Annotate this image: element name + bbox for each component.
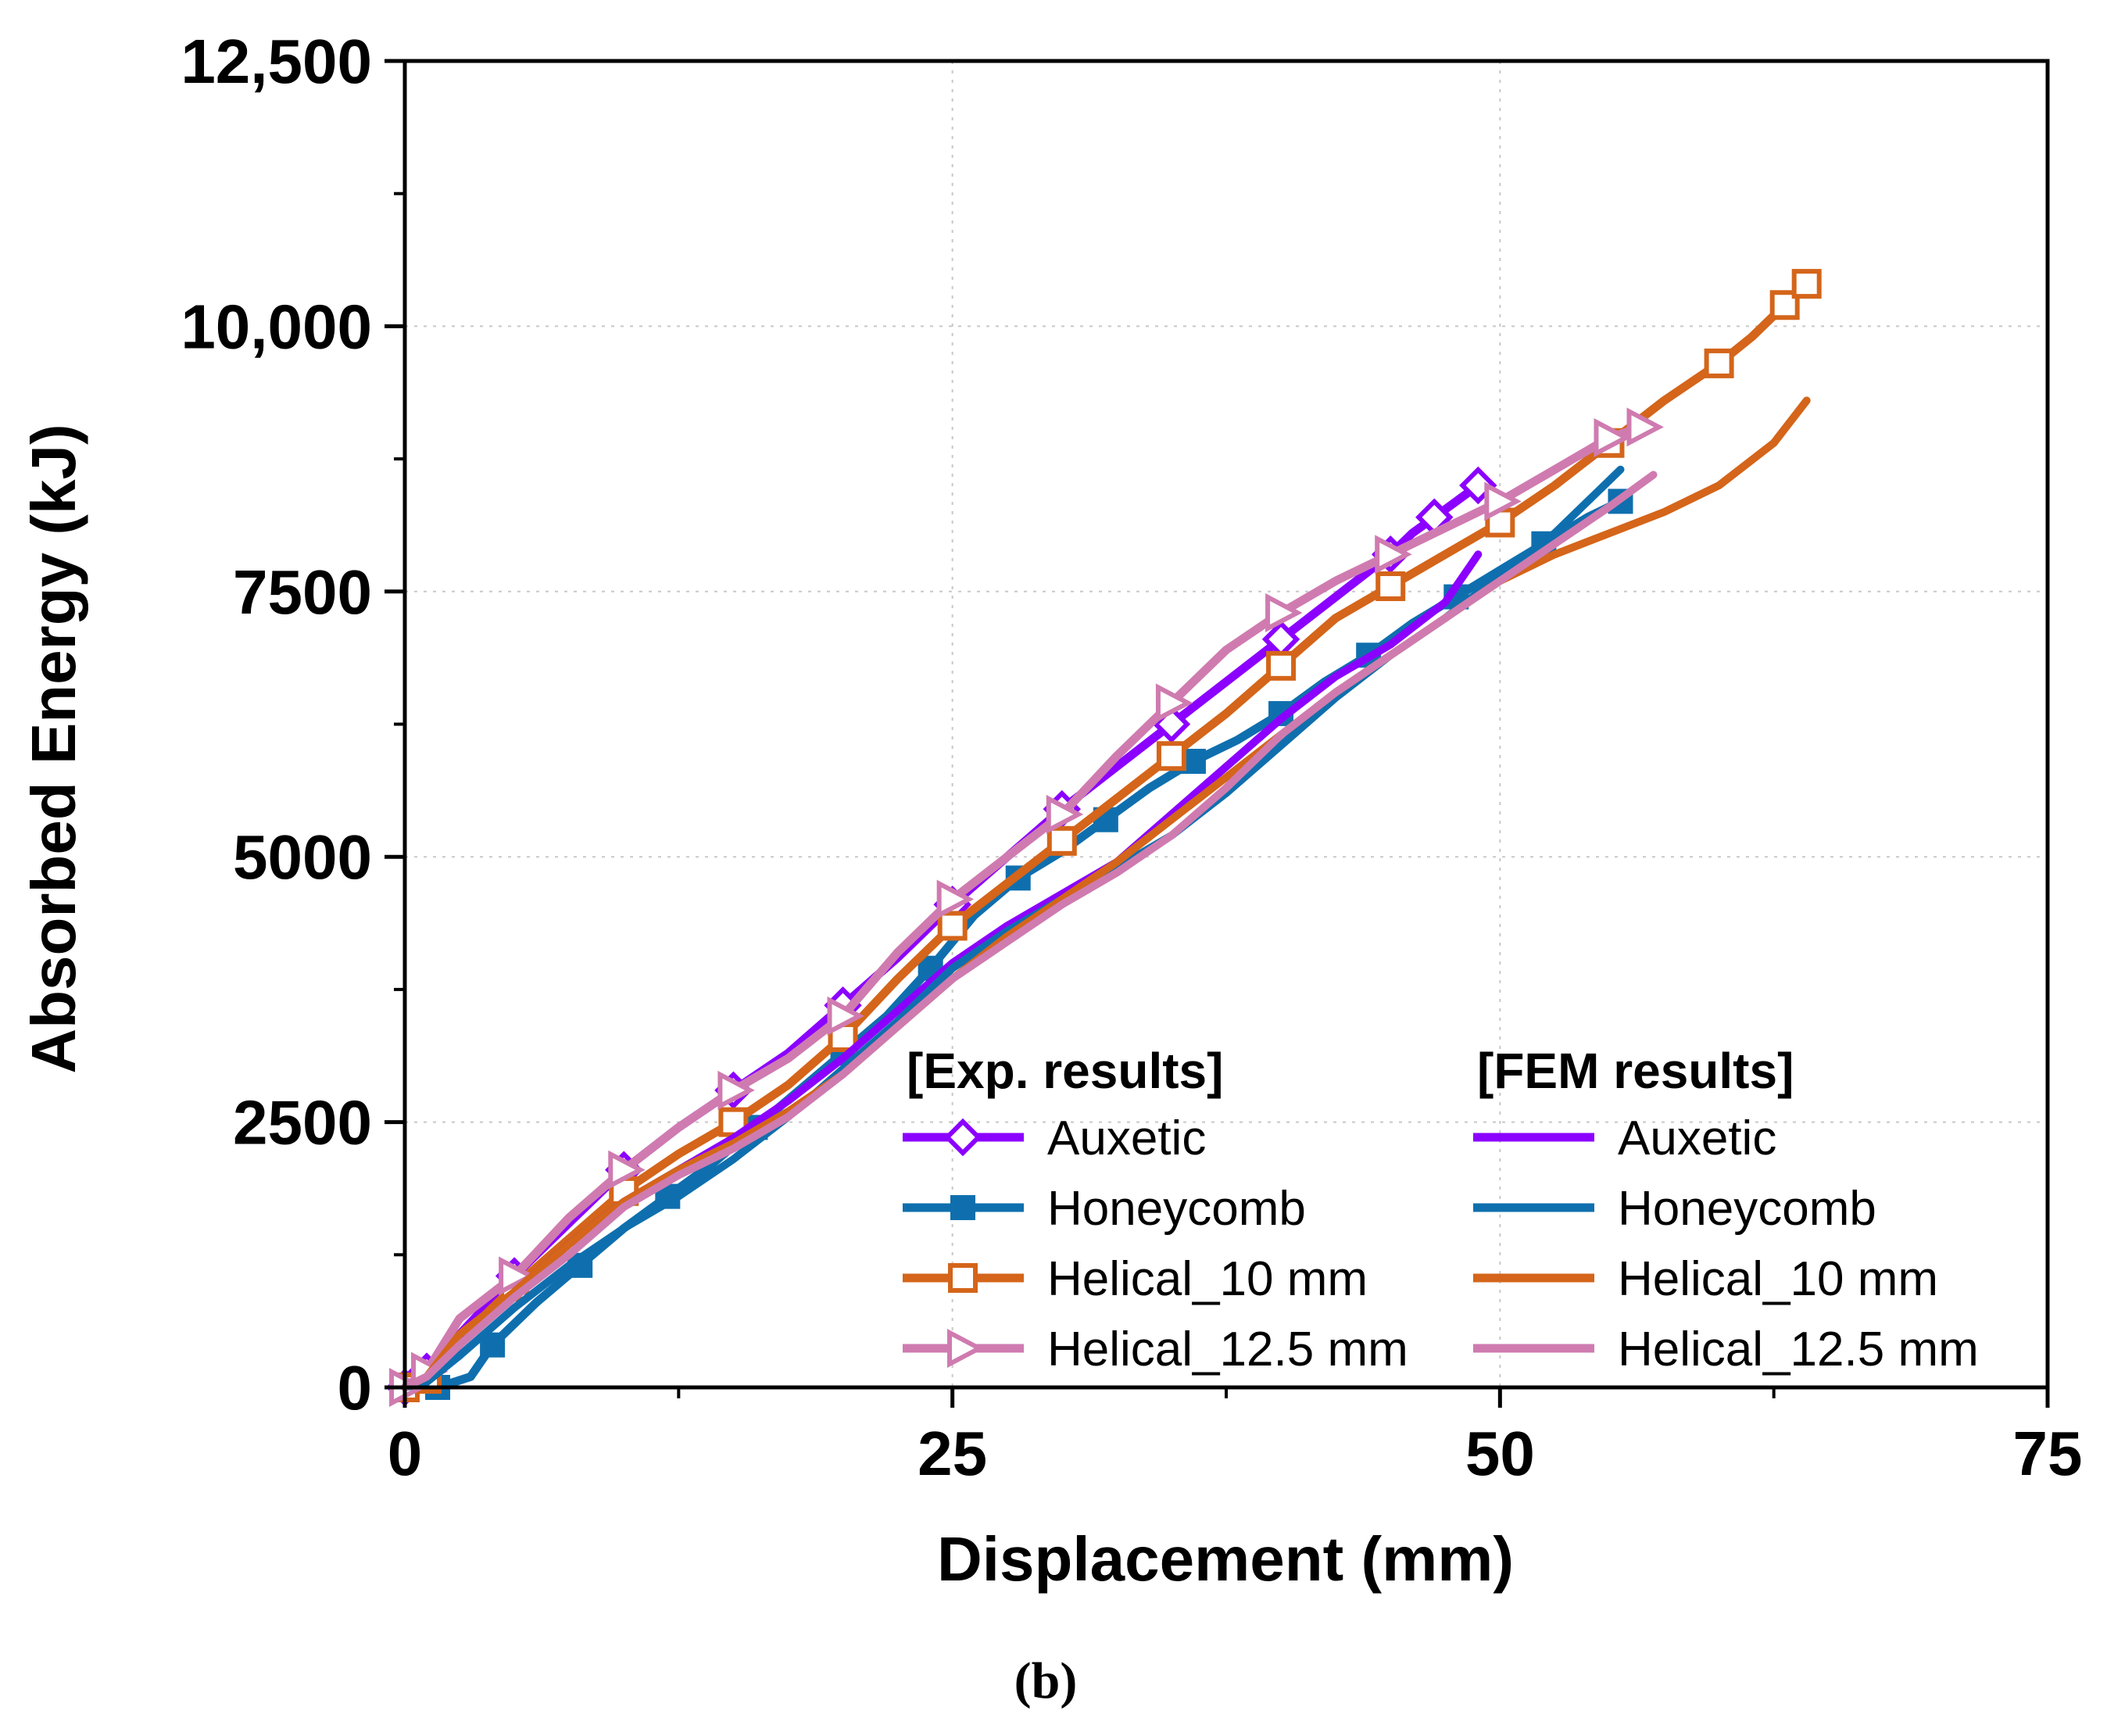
legend-exp-helical-12-5-mm: Helical_12.5 mm — [903, 1323, 1408, 1376]
legend-exp-header: [Exp. results] — [907, 1043, 1223, 1099]
exp-helical-12-5-mm-point — [1626, 407, 1664, 447]
y-tick-label: 2500 — [233, 1088, 372, 1158]
legend-label: Auxetic — [1047, 1111, 1206, 1165]
legend-exp-helical-10-mm: Helical_10 mm — [903, 1252, 1368, 1306]
x-axis-title: Displacement (mm) — [937, 1524, 1514, 1594]
exp-helical-10-mm-point — [1769, 290, 1800, 320]
series-lines — [385, 269, 1822, 1407]
x-tick-label: 75 — [2013, 1419, 2083, 1488]
exp-helical-12-5-mm-series — [389, 407, 1664, 1407]
exp-helical-12-5-mm-line — [400, 422, 1647, 1392]
exp-helical-12-5-mm-point — [936, 879, 975, 919]
exp-helical-10-mm-point — [1791, 269, 1822, 299]
exp-helical-10-mm-point — [1704, 348, 1734, 378]
exp-helical-10-mm-point — [1046, 825, 1077, 856]
figure-caption: (b) — [1014, 1652, 1078, 1709]
legend-fem-header: [FEM results] — [1477, 1043, 1794, 1099]
legend-fem-helical-12-5-mm: Helical_12.5 mm — [1473, 1323, 1979, 1376]
exp-helical-10-mm-point — [937, 911, 968, 941]
exp-helical-12-5-mm-point — [1484, 481, 1522, 521]
fem-helical-10-mm-line — [401, 396, 1811, 1391]
y-axis-title: Absorbed Energy (kJ) — [19, 424, 88, 1073]
legend-label: Helical_10 mm — [1047, 1252, 1368, 1306]
legend-swatch-marker — [948, 1263, 978, 1293]
legend-exp-honeycomb: Honeycomb — [903, 1182, 1306, 1236]
grid-lines — [405, 61, 2048, 1387]
legend-label: Honeycomb — [1047, 1182, 1306, 1236]
legend-exp-auxetic: Auxetic — [903, 1111, 1206, 1165]
exp-helical-10-mm-point — [1156, 741, 1186, 771]
legend-swatch-marker — [950, 1195, 975, 1220]
exp-helical-12-5-mm-point — [608, 1150, 646, 1190]
exp-helical-12-5-mm-point — [1046, 794, 1084, 834]
exp-helical-12-5-mm-point — [717, 1070, 755, 1110]
legend-swatch-marker — [943, 1118, 982, 1157]
exp-helical-12-5-mm-point — [1594, 417, 1631, 457]
legend-fem-honeycomb: Honeycomb — [1473, 1182, 1876, 1236]
fem-helical-10-mm-series — [401, 396, 1811, 1391]
legend-fem-helical-10-mm: Helical_10 mm — [1473, 1252, 1938, 1306]
x-tick-label: 0 — [388, 1419, 423, 1488]
legend-label: Auxetic — [1618, 1111, 1776, 1165]
axis-ticks: 0 25 50 75 0 2500 5000 7500 10,000 12,500 — [181, 27, 2082, 1488]
y-tick-label: 10,000 — [181, 292, 372, 361]
exp-helical-12-5-mm-point — [1265, 592, 1303, 632]
x-tick-label: 25 — [918, 1419, 987, 1488]
legend-label: Helical_10 mm — [1618, 1252, 1938, 1306]
exp-helical-12-5-mm-point — [827, 996, 864, 1036]
legend-label: Helical_12.5 mm — [1618, 1323, 1979, 1376]
exp-helical-10-mm-point — [1375, 571, 1406, 602]
y-tick-label: 0 — [338, 1353, 373, 1423]
y-tick-label: 12,500 — [181, 27, 372, 96]
legend-fem-auxetic: Auxetic — [1473, 1111, 1776, 1165]
exp-helical-12-5-mm-point — [1155, 683, 1193, 723]
legend: [Exp. results] [FEM results] Auxetic Hone… — [903, 1043, 1979, 1376]
legend-label: Helical_12.5 mm — [1047, 1323, 1408, 1376]
x-tick-label: 50 — [1465, 1419, 1535, 1488]
legend-swatch-marker — [947, 1329, 985, 1368]
legend-label: Honeycomb — [1618, 1182, 1876, 1236]
y-tick-label: 5000 — [233, 822, 372, 892]
exp-helical-12-5-mm-point — [499, 1256, 536, 1296]
y-tick-label: 7500 — [233, 557, 372, 627]
exp-helical-10-mm-point — [1266, 650, 1297, 681]
exp-helical-12-5-mm-point — [1375, 535, 1412, 574]
fem-helical-12-5-mm-line — [401, 471, 1658, 1391]
fem-helical-12-5-mm-series — [401, 471, 1658, 1391]
